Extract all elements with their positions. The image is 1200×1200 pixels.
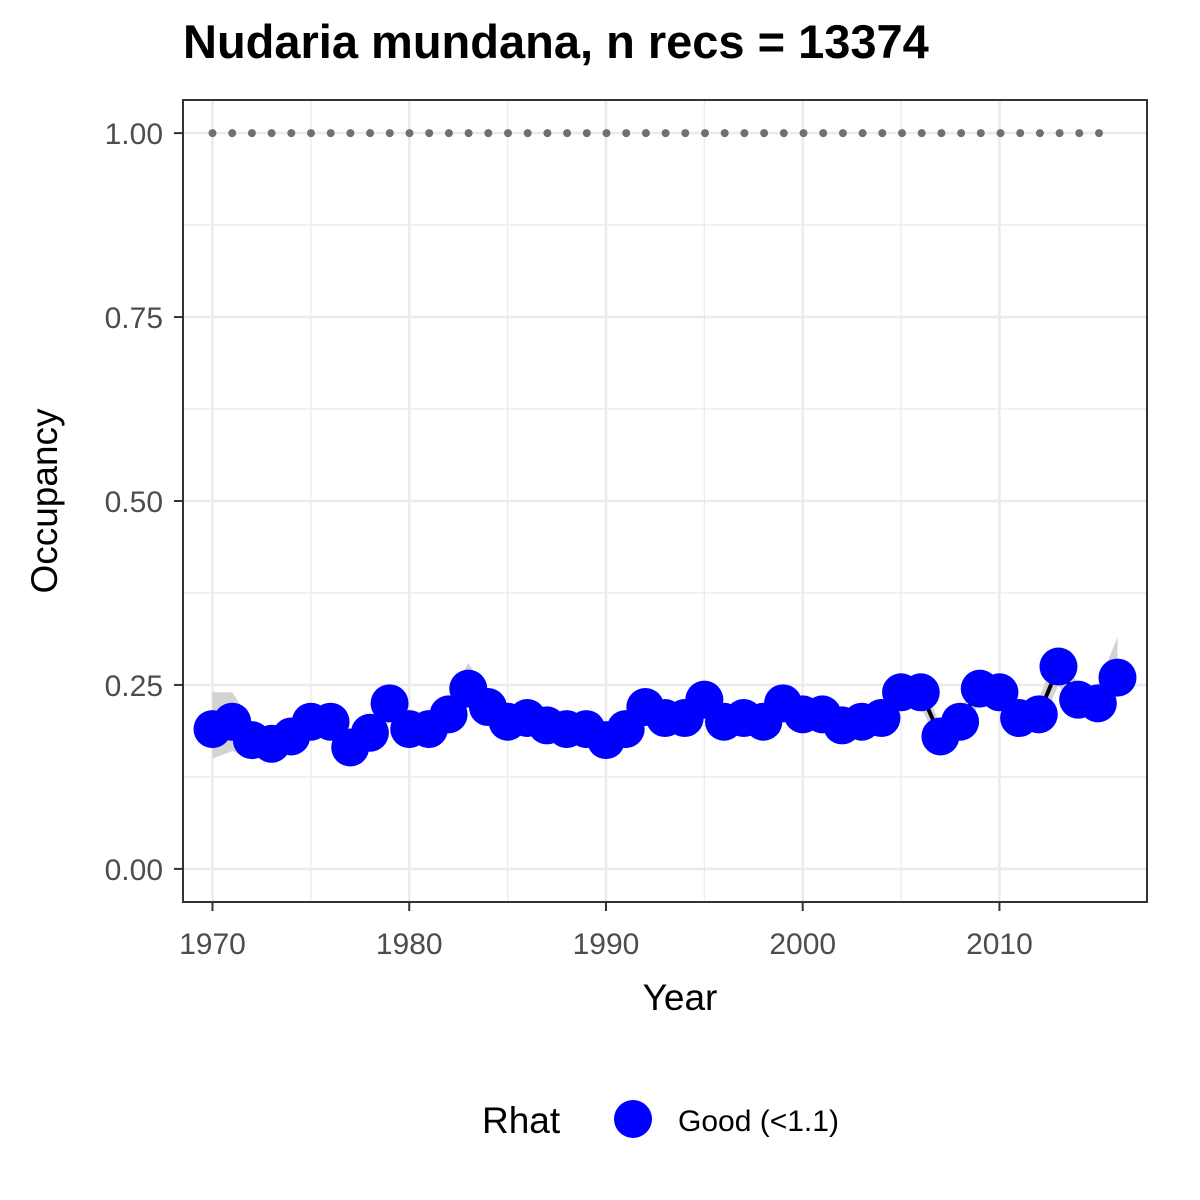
legend-key-good [614,1100,652,1138]
data-point [1039,647,1078,686]
y-tick-label: 0.00 [105,854,163,887]
legend-title: Rhat [482,1100,561,1141]
data-point [1019,695,1058,734]
x-tick-label: 1990 [573,928,640,961]
data-point [941,702,980,741]
x-axis-title: Year [643,977,718,1018]
y-axis: 0.00 0.25 0.50 0.75 1.00 [105,118,183,887]
data-point [980,673,1019,712]
y-tick-label: 0.25 [105,670,163,703]
data-point [862,699,901,738]
x-tick-label: 1970 [179,928,246,961]
legend: Rhat Good (<1.1) [482,1100,839,1141]
y-tick-label: 0.75 [105,302,163,335]
x-axis: 1970 1980 1990 2000 2010 [179,902,1033,961]
y-tick-label: 1.00 [105,118,163,151]
legend-label-good: Good (<1.1) [678,1105,839,1138]
data-point [1098,658,1137,697]
data-point [1078,684,1117,723]
data-point [311,702,350,741]
data-point [370,684,409,723]
data-points-layer [193,647,1137,767]
major-gridlines [183,100,1147,902]
x-tick-label: 2000 [769,928,836,961]
y-axis-title: Occupancy [24,408,65,594]
data-point [901,673,940,712]
y-tick-label: 0.50 [105,486,163,519]
chart-title: Nudaria mundana, n recs = 13374 [183,15,929,68]
x-tick-label: 1980 [376,928,443,961]
x-tick-label: 2010 [966,928,1033,961]
data-point [350,713,389,752]
data-point [429,695,468,734]
